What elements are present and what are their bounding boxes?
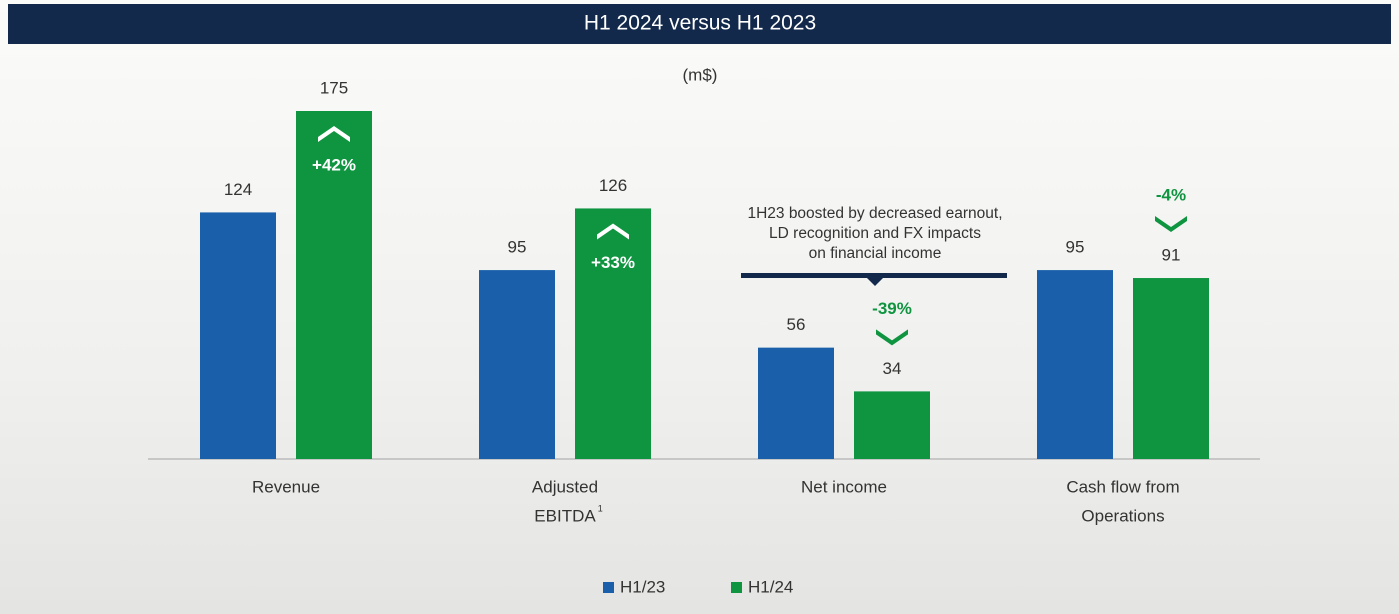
change-label: -39% <box>872 299 912 318</box>
x-tick-label: EBITDA <box>534 506 596 525</box>
change-label: -4% <box>1156 186 1186 205</box>
chart-title: H1 2024 versus H1 2023 <box>584 12 816 35</box>
x-tick-label: Net income <box>801 477 887 496</box>
x-tick-label: Cash flow from <box>1066 477 1179 496</box>
value-label: 34 <box>883 359 902 378</box>
legend-swatch <box>603 582 614 593</box>
value-label: 56 <box>787 315 806 334</box>
annotation-bracket <box>741 273 1007 286</box>
annotation: on financial income <box>809 245 942 262</box>
x-tick-label: Operations <box>1081 506 1164 525</box>
superscript: 1 <box>598 503 603 513</box>
bar <box>575 208 651 459</box>
x-tick-label: Revenue <box>252 477 320 496</box>
value-label: 95 <box>1066 238 1085 257</box>
bar <box>854 391 930 459</box>
value-label: 175 <box>320 78 348 97</box>
legend-label: H1/24 <box>748 577 793 596</box>
bar <box>1133 278 1209 459</box>
bar <box>200 212 276 459</box>
change-label: +42% <box>312 155 356 174</box>
legend-swatch <box>731 582 742 593</box>
unit-label: (m$) <box>683 65 718 84</box>
chevron <box>318 126 350 142</box>
bar <box>1037 270 1113 459</box>
change-label: +33% <box>591 253 635 272</box>
chevron <box>597 223 629 240</box>
annotation: 1H23 boosted by decreased earnout, <box>747 205 1002 222</box>
chevron <box>876 329 908 346</box>
value-label: 126 <box>599 176 627 195</box>
bar <box>479 270 555 459</box>
annotation: LD recognition and FX impacts <box>769 225 981 242</box>
bar <box>296 111 372 459</box>
value-label: 124 <box>224 180 252 199</box>
legend-label: H1/23 <box>620 577 665 596</box>
title-bar <box>8 4 1391 44</box>
value-label: 95 <box>508 238 527 257</box>
value-label: 91 <box>1162 246 1181 265</box>
chevron <box>1155 216 1187 233</box>
bar <box>758 347 834 459</box>
x-tick-label: Adjusted <box>532 477 598 496</box>
